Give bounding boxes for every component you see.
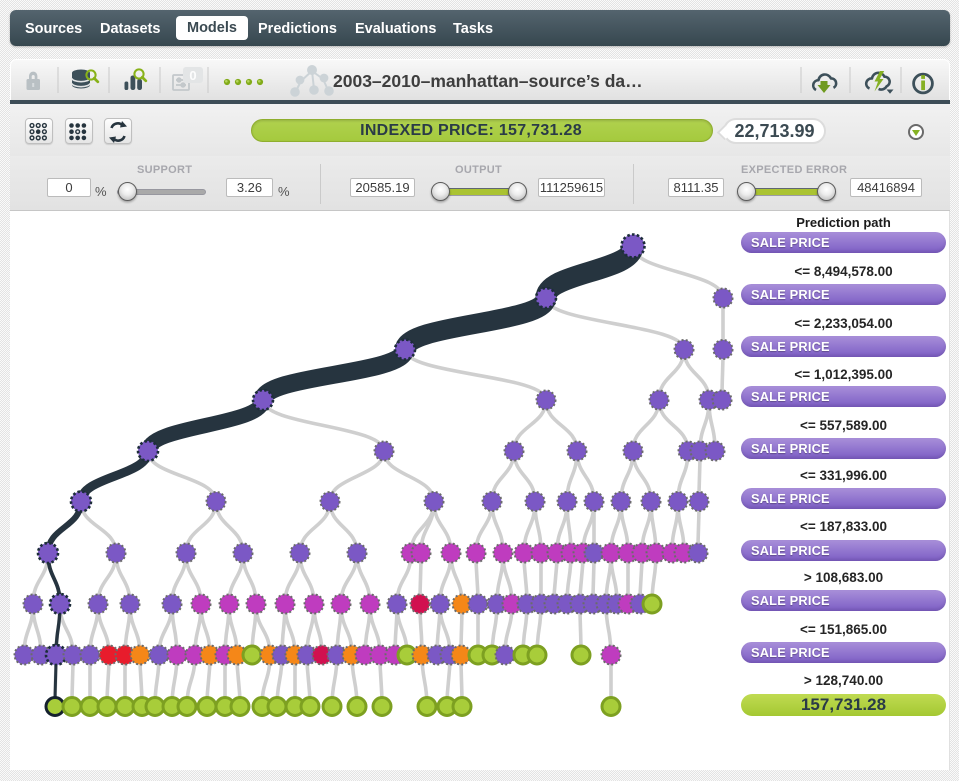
svg-text:2003–2010–manhattan–source’s d: 2003–2010–manhattan–source’s da… [333,71,643,91]
svg-text:0: 0 [189,68,196,83]
